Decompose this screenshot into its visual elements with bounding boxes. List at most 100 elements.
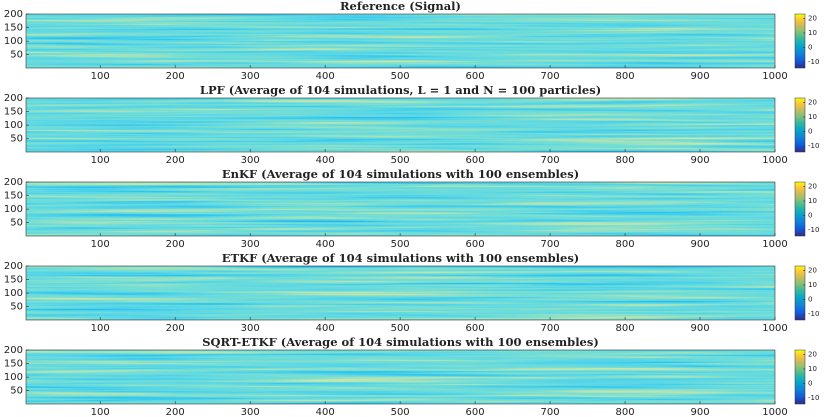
colorbar-tick-label: -10 [808,310,819,318]
x-tick-label: 1000 [762,323,787,334]
y-tick-label: 100 [4,372,23,383]
x-tick-label: 800 [616,323,635,334]
x-tick-label: 300 [241,71,260,82]
x-tick-label: 400 [316,155,335,166]
x-tick-label: 100 [91,155,110,166]
colorbar-tick-label: 20 [808,182,817,190]
y-tick-label: 150 [4,191,23,202]
colorbar-tick-label: 20 [808,98,817,106]
x-tick-label: 900 [690,323,709,334]
x-tick-label: 200 [166,407,185,417]
colorbar [794,13,806,69]
colorbar-tick-label: 20 [808,14,817,22]
x-tick-label: 500 [391,239,410,250]
colorbar [794,181,806,237]
x-tick-label: 100 [91,323,110,334]
x-tick-label: 700 [541,239,560,250]
x-tick-label: 700 [541,155,560,166]
x-tick-label: 400 [316,239,335,250]
x-tick-label: 1000 [762,239,787,250]
y-tick-label: 100 [4,36,23,47]
y-tick-label: 150 [4,275,23,286]
y-tick-label: 200 [4,9,23,20]
y-tick-label: 100 [4,120,23,131]
colorbar-tick-label: 10 [808,365,817,373]
y-tick-label: 100 [4,204,23,215]
x-tick-label: 1000 [762,407,787,417]
x-tick-label: 900 [690,155,709,166]
x-tick-label: 900 [690,239,709,250]
colorbar [794,349,806,405]
x-tick-label: 700 [541,407,560,417]
y-tick-label: 100 [4,288,23,299]
colorbar-tick-label: 0 [808,128,812,136]
panel-title: LPF (Average of 104 simulations, L = 1 a… [200,83,601,97]
x-tick-label: 900 [690,71,709,82]
x-tick-label: 400 [316,323,335,334]
x-tick-label: 100 [91,239,110,250]
colorbar-tick-label: 20 [808,266,817,274]
x-tick-label: 800 [616,239,635,250]
x-tick-label: 600 [466,407,485,417]
y-tick-label: 50 [10,134,23,145]
y-tick-label: 50 [10,386,23,397]
y-tick-label: 150 [4,359,23,370]
colorbar [794,265,806,321]
y-tick-label: 200 [4,345,23,356]
x-tick-label: 200 [166,323,185,334]
x-tick-label: 300 [241,323,260,334]
x-tick-label: 200 [166,71,185,82]
heatmap-texture [26,266,775,320]
x-tick-label: 600 [466,155,485,166]
x-tick-label: 100 [91,71,110,82]
x-tick-label: 300 [241,155,260,166]
x-tick-label: 500 [391,323,410,334]
x-tick-label: 500 [391,71,410,82]
colorbar-tick-label: 0 [808,380,812,388]
y-tick-label: 50 [10,218,23,229]
x-tick-label: 800 [616,407,635,417]
x-tick-label: 200 [166,239,185,250]
colorbar-tick-label: 20 [808,350,817,358]
x-tick-label: 200 [166,155,185,166]
x-tick-label: 500 [391,155,410,166]
x-tick-label: 700 [541,71,560,82]
x-tick-label: 100 [91,407,110,417]
colorbar-tick-label: 0 [808,44,812,52]
x-tick-label: 800 [616,71,635,82]
x-tick-label: 900 [690,407,709,417]
colorbar [794,97,806,153]
x-tick-label: 800 [616,155,635,166]
x-tick-label: 600 [466,323,485,334]
x-tick-label: 600 [466,239,485,250]
y-tick-label: 200 [4,177,23,188]
x-tick-label: 700 [541,323,560,334]
y-tick-label: 50 [10,302,23,313]
x-tick-label: 300 [241,239,260,250]
x-tick-label: 600 [466,71,485,82]
colorbar-tick-label: 10 [808,281,817,289]
heatmap-texture [26,350,775,404]
heatmap-texture [26,182,775,236]
x-tick-label: 1000 [762,71,787,82]
x-tick-label: 300 [241,407,260,417]
x-tick-label: 400 [316,407,335,417]
heatmap-texture [26,14,775,68]
colorbar-tick-label: 10 [808,29,817,37]
y-tick-label: 150 [4,23,23,34]
colorbar-tick-label: 0 [808,212,812,220]
x-tick-label: 500 [391,407,410,417]
y-tick-label: 200 [4,93,23,104]
x-tick-label: 400 [316,71,335,82]
colorbar-tick-label: -10 [808,226,819,234]
panel-title: EnKF (Average of 104 simulations with 10… [222,167,579,181]
panel-title: SQRT-ETKF (Average of 104 simulations wi… [202,335,599,349]
colorbar-tick-label: -10 [808,142,819,150]
heatmap-texture [26,98,775,152]
colorbar-tick-label: 0 [808,296,812,304]
panel-title: ETKF (Average of 104 simulations with 10… [222,251,580,265]
colorbar-tick-label: -10 [808,394,819,402]
y-tick-label: 50 [10,50,23,61]
panel-title: Reference (Signal) [340,0,461,13]
